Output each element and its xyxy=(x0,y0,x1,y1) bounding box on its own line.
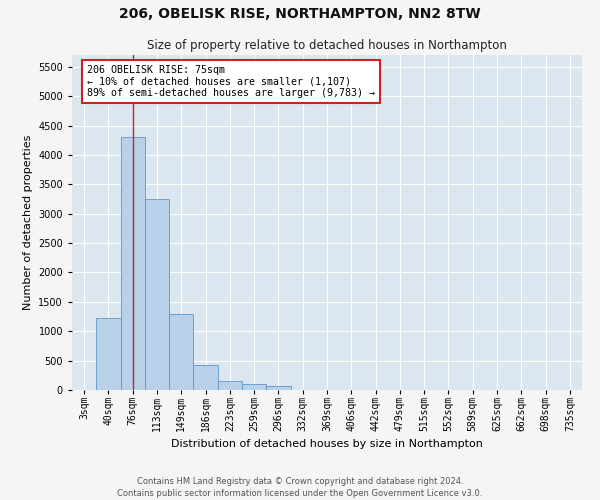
Bar xyxy=(145,199,169,390)
Bar xyxy=(121,138,145,390)
Bar xyxy=(169,314,193,390)
Bar xyxy=(193,366,218,390)
Text: 206, OBELISK RISE, NORTHAMPTON, NN2 8TW: 206, OBELISK RISE, NORTHAMPTON, NN2 8TW xyxy=(119,8,481,22)
Bar xyxy=(96,318,121,390)
Y-axis label: Number of detached properties: Number of detached properties xyxy=(23,135,32,310)
Text: 206 OBELISK RISE: 75sqm
← 10% of detached houses are smaller (1,107)
89% of semi: 206 OBELISK RISE: 75sqm ← 10% of detache… xyxy=(88,65,376,98)
Bar xyxy=(242,384,266,390)
Title: Size of property relative to detached houses in Northampton: Size of property relative to detached ho… xyxy=(147,40,507,52)
X-axis label: Distribution of detached houses by size in Northampton: Distribution of detached houses by size … xyxy=(171,439,483,449)
Text: Contains HM Land Registry data © Crown copyright and database right 2024.
Contai: Contains HM Land Registry data © Crown c… xyxy=(118,476,482,498)
Bar xyxy=(218,380,242,390)
Bar xyxy=(266,386,290,390)
